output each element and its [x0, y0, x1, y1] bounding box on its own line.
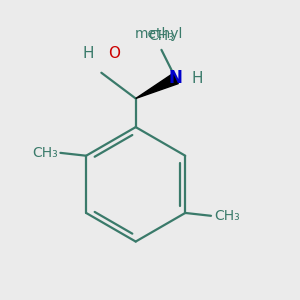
Text: CH₃: CH₃: [32, 146, 58, 160]
Text: N: N: [169, 70, 183, 88]
Text: CH₃: CH₃: [148, 29, 174, 43]
Polygon shape: [136, 74, 178, 98]
Text: CH₃: CH₃: [214, 209, 240, 223]
Text: methyl: methyl: [134, 27, 183, 41]
Text: O: O: [109, 46, 121, 61]
Text: H: H: [191, 71, 203, 86]
Text: H: H: [83, 46, 94, 61]
